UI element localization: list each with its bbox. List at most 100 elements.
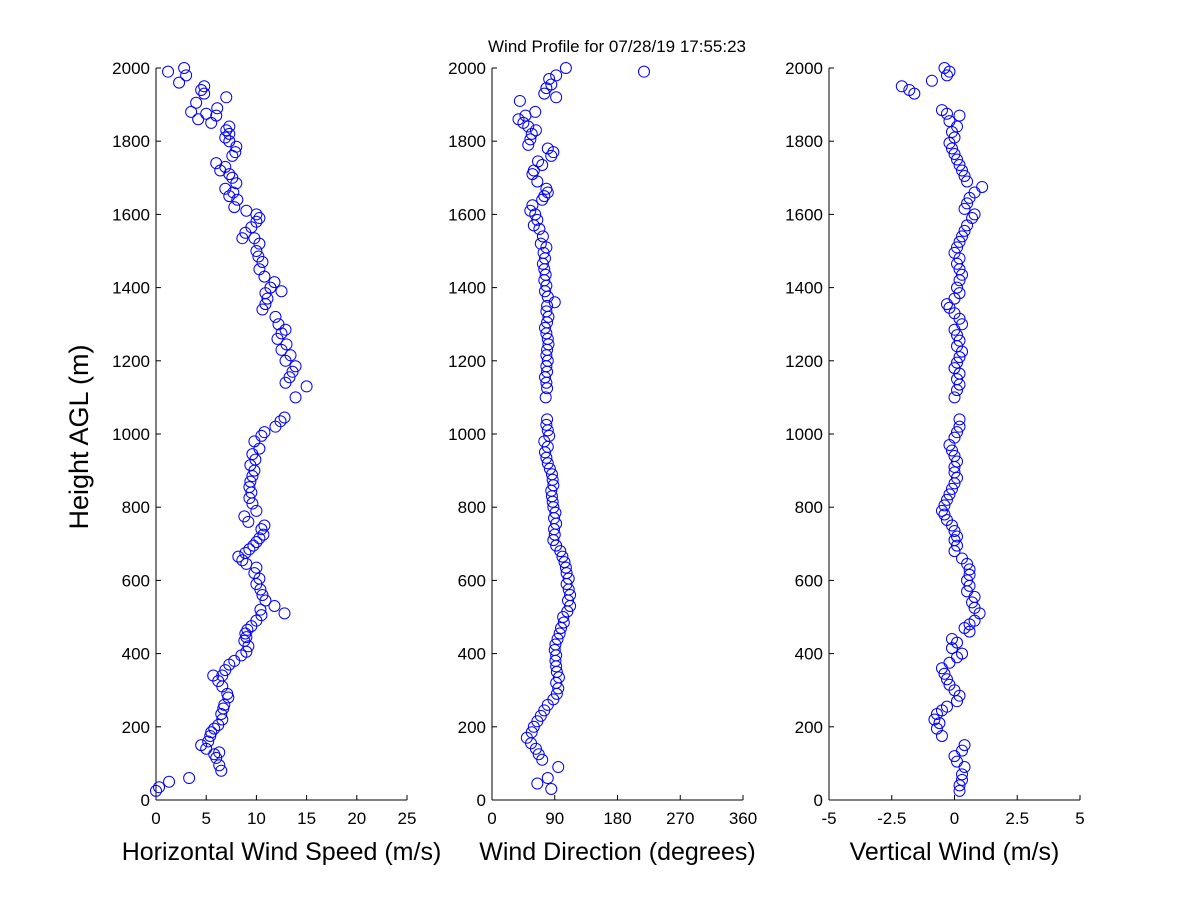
data-point xyxy=(552,761,565,774)
data-point xyxy=(637,65,650,78)
data-point xyxy=(948,362,961,375)
data-point xyxy=(948,391,961,404)
y-tick-label: 200 xyxy=(458,718,486,737)
data-point xyxy=(250,504,263,517)
data-point xyxy=(930,722,943,735)
data-point xyxy=(963,563,976,576)
data-point xyxy=(198,87,211,100)
y-tick-label: 1600 xyxy=(112,205,150,224)
data-point xyxy=(231,193,244,206)
x-tick-label: 270 xyxy=(666,809,694,828)
data-point xyxy=(956,647,969,660)
data-point xyxy=(289,391,302,404)
data-point xyxy=(546,473,559,486)
y-tick-label: 2000 xyxy=(448,59,486,78)
data-point xyxy=(940,514,953,527)
data-point xyxy=(956,744,969,757)
data-point xyxy=(956,164,969,177)
y-tick-label: 1600 xyxy=(785,205,823,224)
data-point xyxy=(968,208,981,221)
y-tick-label: 200 xyxy=(795,718,823,737)
data-point xyxy=(257,528,270,541)
data-point xyxy=(275,327,288,340)
data-point xyxy=(945,142,958,155)
data-point xyxy=(961,574,974,587)
data-point xyxy=(252,250,265,263)
data-point xyxy=(895,80,908,93)
data-point xyxy=(948,449,961,462)
data-point xyxy=(162,65,175,78)
data-point xyxy=(517,116,530,129)
data-point xyxy=(545,783,558,796)
data-point xyxy=(256,589,269,602)
data-point xyxy=(951,356,964,369)
data-point xyxy=(551,632,564,645)
data-point xyxy=(259,594,272,607)
data-point xyxy=(559,561,572,574)
data-point xyxy=(951,755,964,768)
data-point xyxy=(938,667,951,680)
data-point xyxy=(951,373,964,386)
plot-panel-3: 0 200 400 600 800 1000 1200 1400 1600 1800 2000 -5 -… xyxy=(785,59,1085,866)
data-point xyxy=(258,270,271,283)
y-tick-label: 1000 xyxy=(448,425,486,444)
x-tick-label: 0 xyxy=(950,809,959,828)
data-point xyxy=(540,418,553,431)
data-point xyxy=(253,263,266,276)
x-axis-label: Horizontal Wind Speed (m/s) xyxy=(122,838,442,866)
data-point xyxy=(236,232,249,245)
data-point xyxy=(549,638,562,651)
y-tick-label: 1000 xyxy=(112,425,150,444)
data-point xyxy=(513,94,526,107)
data-point xyxy=(268,276,281,289)
data-point xyxy=(940,493,953,506)
data-point xyxy=(256,303,269,316)
data-point xyxy=(539,268,552,281)
data-point xyxy=(183,772,196,785)
data-point xyxy=(951,426,964,439)
x-tick-label: 180 xyxy=(603,809,631,828)
data-point xyxy=(958,169,971,182)
data-point xyxy=(253,532,266,545)
data-point xyxy=(545,78,558,91)
data-point xyxy=(552,671,565,684)
data-point xyxy=(958,761,971,774)
data-point xyxy=(538,321,551,334)
data-point xyxy=(541,772,554,785)
x-tick-label: 10 xyxy=(247,809,266,828)
data-point xyxy=(254,603,267,616)
data-point xyxy=(216,669,229,682)
data-point xyxy=(258,426,271,439)
data-point xyxy=(951,539,964,552)
data-point xyxy=(226,171,239,184)
data-point xyxy=(543,72,556,85)
data-point xyxy=(958,202,971,215)
data-point xyxy=(258,519,271,532)
data-point xyxy=(541,332,554,345)
data-point xyxy=(192,113,205,126)
data-point xyxy=(536,230,549,243)
data-point xyxy=(207,669,220,682)
data-point xyxy=(180,69,193,82)
y-tick-label: 1400 xyxy=(785,279,823,298)
data-point xyxy=(940,298,953,311)
data-point xyxy=(532,748,545,761)
data-point xyxy=(522,138,535,151)
data-point xyxy=(943,488,956,501)
data-point xyxy=(935,104,948,117)
data-point xyxy=(953,420,966,433)
data-point xyxy=(300,380,313,393)
y-tick-label: 1200 xyxy=(785,352,823,371)
y-tick-label: 400 xyxy=(458,645,486,664)
data-point xyxy=(548,643,561,656)
x-tick-label: 15 xyxy=(297,809,316,828)
data-point xyxy=(538,190,551,203)
data-point xyxy=(220,91,233,104)
data-point xyxy=(241,623,254,636)
data-point xyxy=(545,468,558,481)
data-point xyxy=(195,83,208,96)
x-tick-label: 25 xyxy=(398,809,417,828)
data-point xyxy=(541,457,554,470)
data-point xyxy=(543,429,556,442)
